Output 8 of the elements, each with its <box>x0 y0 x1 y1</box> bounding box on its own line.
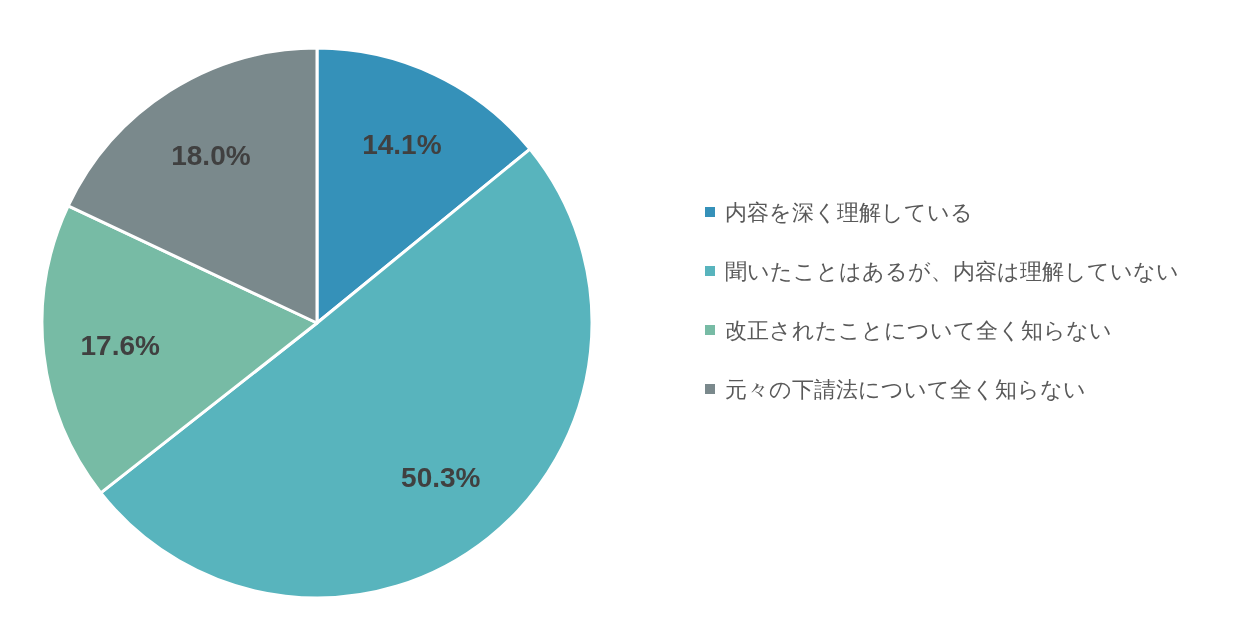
data-label: 18.0% <box>171 140 251 172</box>
legend-label: 元々の下請法について全く知らない <box>725 376 1086 402</box>
data-label: 14.1% <box>362 128 442 160</box>
legend-label: 改正されたことについて全く知らない <box>725 317 1112 343</box>
data-label: 50.3% <box>401 462 481 494</box>
legend-label: 内容を深く理解している <box>725 199 973 225</box>
data-label: 17.6% <box>80 329 161 361</box>
legend-label: 聞いたことはあるが、内容は理解していない <box>725 258 1179 284</box>
